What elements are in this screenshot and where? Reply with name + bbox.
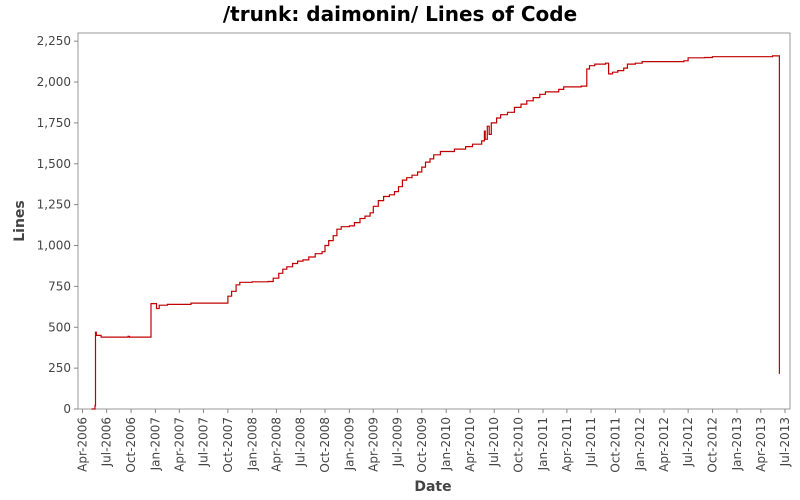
x-tick-label: Jul-2013: [778, 417, 792, 467]
y-tick-label: 1,500: [37, 157, 71, 171]
x-tick-label: Jul-2009: [390, 417, 404, 467]
x-tick-label: Oct-2006: [124, 417, 138, 473]
x-tick-label: Jan-2011: [536, 417, 550, 471]
y-tick-label: 0: [63, 402, 71, 416]
x-axis-label: Date: [414, 479, 451, 495]
chart-title: /trunk: daimonin/ Lines of Code: [223, 2, 577, 26]
x-tick-label: Apr-2009: [366, 417, 380, 472]
y-tick-label: 2,000: [37, 75, 71, 89]
x-axis: Apr-2006 Jul-2006 Oct-2006 Jan-2007 Apr-2007…: [76, 409, 792, 473]
y-tick-label: 1,750: [37, 116, 71, 130]
y-tick-label: 1,000: [37, 239, 71, 253]
x-tick-label: Jul-2012: [681, 417, 695, 467]
x-tick-label: Jul-2008: [294, 417, 308, 467]
x-tick-label: Jan-2013: [730, 417, 744, 471]
x-tick-label: Apr-2011: [560, 417, 574, 472]
y-axis: 0 250 500 750 1,000 1,250 1,500 1,750 2,000 2,250: [37, 34, 78, 416]
x-tick-label: Jul-2006: [100, 417, 114, 467]
plot-area: [77, 32, 791, 410]
x-tick-label: Apr-2010: [463, 417, 477, 472]
x-tick-label: Oct-2010: [512, 417, 526, 473]
x-tick-label: Jul-2010: [487, 417, 501, 467]
x-tick-label: Jan-2007: [148, 417, 162, 471]
y-tick-label: 1,250: [37, 198, 71, 212]
x-tick-label: Jan-2010: [439, 417, 453, 471]
x-tick-label: Jan-2012: [633, 417, 647, 471]
x-tick-label: Oct-2008: [318, 417, 332, 473]
y-tick-label: 2,250: [37, 34, 71, 48]
x-tick-label: Jan-2009: [342, 417, 356, 471]
y-axis-label: Lines: [12, 200, 28, 242]
y-tick-label: 750: [48, 279, 71, 293]
x-tick-label: Apr-2013: [754, 417, 768, 472]
x-tick-label: Oct-2007: [221, 417, 235, 473]
x-tick-label: Apr-2006: [76, 417, 90, 472]
x-tick-label: Apr-2007: [172, 417, 186, 472]
series-line: [91, 55, 780, 410]
y-tick-label: 500: [48, 320, 71, 334]
series-layer: [91, 55, 780, 410]
x-tick-label: Apr-2012: [657, 417, 671, 472]
x-tick-label: Oct-2011: [608, 417, 622, 473]
x-tick-label: Apr-2008: [269, 417, 283, 472]
x-tick-label: Jul-2011: [584, 417, 598, 467]
x-tick-label: Jul-2007: [196, 417, 210, 467]
x-tick-label: Jan-2008: [245, 417, 259, 471]
x-tick-label: Oct-2009: [415, 417, 429, 473]
y-tick-label: 250: [48, 361, 71, 375]
x-tick-label: Oct-2012: [706, 417, 720, 473]
